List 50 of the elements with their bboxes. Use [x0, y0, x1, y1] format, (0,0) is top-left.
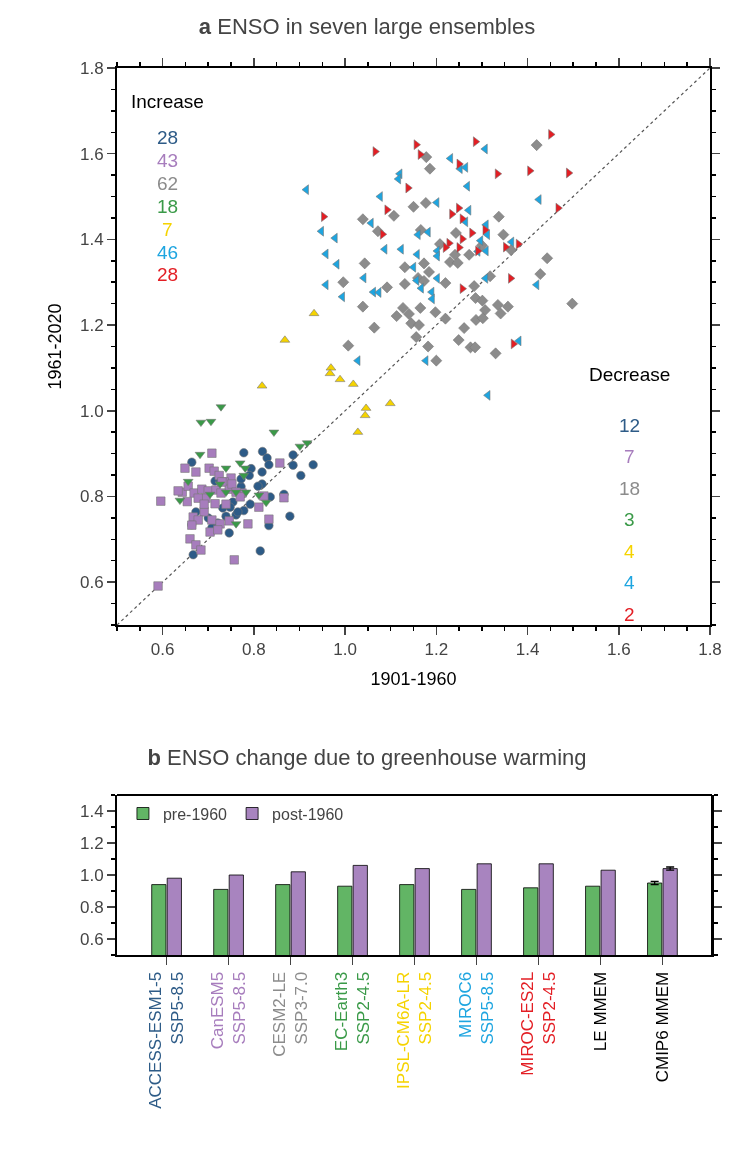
- y-tick-label: 1.0: [79, 865, 104, 885]
- y-tick-label: 1.8: [79, 58, 104, 78]
- annotation: 28: [157, 264, 179, 285]
- x-tick-label: IPSL-CM6A-LR SSP2-4.5: [393, 971, 436, 1089]
- x-tick-label: 1.4: [515, 640, 540, 660]
- legend-label: pre-1960: [162, 805, 228, 823]
- x-tick-label: 1.2: [424, 640, 449, 660]
- x-tick-label: 0.6: [150, 640, 175, 660]
- chart-title: a ENSO in seven large ensembles: [198, 13, 536, 39]
- y-tick-label: 1.6: [79, 144, 104, 164]
- annotation: 7: [624, 446, 635, 467]
- annotation: 2: [624, 604, 635, 625]
- annotation: Decrease: [589, 364, 671, 385]
- annotation: 62: [157, 173, 179, 194]
- x-tick-label: 1.6: [606, 640, 631, 660]
- x-tick-label: MIROC-ES2L SSP2-4.5: [517, 971, 560, 1076]
- annotation: 4: [624, 541, 635, 562]
- y-tick-label: 1.4: [79, 801, 104, 821]
- y-axis-title: 1961-2020: [44, 303, 65, 390]
- y-tick-label: 1.4: [79, 230, 104, 250]
- x-tick-label: LE MMEM: [590, 971, 610, 1052]
- annotation: 12: [619, 415, 641, 436]
- x-tick-label: EC-Earth3 SSP2-4.5: [331, 971, 374, 1052]
- x-tick-label: CESM2-LE SSP3-7.0: [270, 971, 312, 1057]
- annotation: 46: [157, 242, 179, 263]
- x-tick-label: CanESM5 SSP5-8.5: [208, 971, 250, 1050]
- annotation: 43: [157, 150, 179, 171]
- x-tick-label: CMIP6 MMEM: [652, 971, 672, 1083]
- y-tick-label: 1.0: [79, 401, 104, 421]
- x-tick-label: MIROC6 SSP5-8.5: [455, 971, 498, 1045]
- x-tick-label: ACCESS-ESM1-5 SSP5-8.5: [146, 971, 188, 1109]
- annotation: Increase: [131, 91, 204, 112]
- annotation: 18: [619, 478, 641, 499]
- annotation: 4: [624, 572, 635, 593]
- y-tick-label: 0.6: [79, 573, 104, 593]
- annotation: 3: [624, 509, 635, 530]
- x-tick-label: 0.8: [242, 640, 266, 660]
- y-tick-label: 0.8: [79, 897, 104, 917]
- legend-label: post-1960: [272, 805, 344, 823]
- annotation: 7: [162, 219, 173, 240]
- x-axis-title: 1901-1960: [370, 669, 457, 689]
- y-tick-label: 0.6: [79, 929, 104, 949]
- y-tick-label: 1.2: [79, 316, 104, 336]
- y-tick-label: 0.8: [79, 487, 104, 507]
- x-tick-label: 1.8: [698, 640, 722, 660]
- annotation: 28: [157, 127, 179, 148]
- annotation: 18: [157, 196, 179, 217]
- chart-title: b ENSO change due to greenhouse warming: [147, 745, 587, 771]
- y-tick-label: 1.2: [79, 833, 104, 853]
- x-tick-label: 1.0: [333, 640, 357, 660]
